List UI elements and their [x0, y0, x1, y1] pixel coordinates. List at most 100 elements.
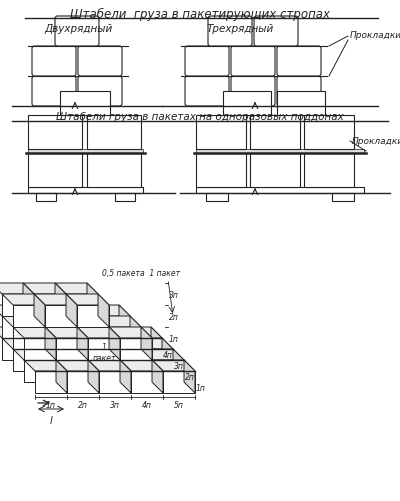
Polygon shape	[66, 295, 77, 327]
Polygon shape	[55, 306, 98, 316]
Text: 1
пакет: 1 пакет	[92, 343, 116, 362]
Polygon shape	[66, 295, 109, 306]
Bar	[196, 116, 246, 150]
Bar	[87, 116, 141, 150]
Polygon shape	[55, 306, 66, 338]
Polygon shape	[88, 360, 99, 393]
Polygon shape	[119, 327, 130, 360]
Polygon shape	[24, 360, 67, 371]
Polygon shape	[2, 295, 34, 316]
Polygon shape	[66, 316, 77, 349]
FancyBboxPatch shape	[32, 47, 76, 77]
Bar	[28, 116, 82, 150]
Text: 2п: 2п	[169, 312, 179, 321]
Polygon shape	[77, 349, 88, 382]
Bar	[87, 154, 141, 188]
Polygon shape	[98, 338, 109, 371]
Polygon shape	[67, 371, 99, 393]
Polygon shape	[34, 316, 45, 349]
Polygon shape	[66, 338, 98, 360]
Polygon shape	[77, 327, 88, 360]
Polygon shape	[119, 327, 162, 338]
Text: 5п: 5п	[174, 400, 184, 409]
Text: 3п: 3п	[110, 400, 120, 409]
Bar	[196, 188, 364, 193]
Polygon shape	[66, 295, 98, 316]
Bar	[277, 92, 325, 116]
Polygon shape	[34, 338, 66, 360]
Text: 3п: 3п	[169, 290, 179, 299]
Polygon shape	[55, 284, 98, 295]
Bar	[304, 154, 354, 188]
Polygon shape	[2, 316, 45, 327]
Polygon shape	[23, 306, 66, 316]
Text: 1п: 1п	[196, 383, 205, 392]
Polygon shape	[34, 338, 45, 371]
Text: 3п: 3п	[174, 361, 183, 370]
Polygon shape	[34, 295, 66, 316]
Polygon shape	[0, 284, 34, 295]
Polygon shape	[45, 327, 77, 349]
Polygon shape	[55, 327, 98, 338]
Text: 1п: 1п	[169, 334, 179, 343]
Text: Штабели груза в пакетах на одноразовых поддонах: Штабели груза в пакетах на одноразовых п…	[56, 112, 344, 122]
Text: Штабели  груза в пакетирующих стропах: Штабели груза в пакетирующих стропах	[70, 8, 330, 21]
Text: 2п: 2п	[184, 372, 194, 381]
Text: Прокладки: Прокладки	[350, 31, 400, 40]
Polygon shape	[2, 338, 45, 349]
Polygon shape	[88, 360, 131, 371]
Polygon shape	[77, 327, 109, 349]
Bar	[28, 188, 143, 193]
Polygon shape	[141, 327, 152, 360]
Polygon shape	[77, 327, 120, 338]
Polygon shape	[56, 360, 88, 382]
Text: 2п: 2п	[78, 400, 88, 409]
FancyBboxPatch shape	[277, 77, 321, 107]
Polygon shape	[24, 360, 56, 382]
Polygon shape	[98, 338, 141, 349]
Polygon shape	[98, 316, 109, 349]
Polygon shape	[45, 349, 77, 371]
Text: Двухрядный: Двухрядный	[44, 24, 112, 34]
Bar	[250, 116, 300, 150]
Polygon shape	[13, 327, 45, 349]
Polygon shape	[109, 327, 152, 338]
Polygon shape	[152, 360, 195, 371]
Polygon shape	[184, 360, 195, 393]
Polygon shape	[23, 284, 66, 295]
Polygon shape	[87, 327, 130, 338]
Text: 0,5 пакета  1 пакет: 0,5 пакета 1 пакет	[102, 269, 180, 278]
Text: Прокладки: Прокладки	[352, 137, 400, 146]
Polygon shape	[109, 349, 120, 382]
Bar	[28, 150, 143, 154]
Bar	[304, 116, 354, 150]
Text: 4п: 4п	[142, 400, 152, 409]
Polygon shape	[23, 327, 34, 360]
Polygon shape	[66, 338, 109, 349]
Bar	[115, 193, 135, 201]
Bar	[250, 154, 300, 188]
Polygon shape	[0, 327, 34, 338]
Bar	[196, 154, 246, 188]
Polygon shape	[120, 360, 152, 382]
Polygon shape	[13, 349, 56, 360]
Polygon shape	[87, 284, 98, 316]
FancyBboxPatch shape	[231, 77, 275, 107]
Bar	[36, 193, 56, 201]
Polygon shape	[34, 295, 77, 306]
Polygon shape	[34, 338, 77, 349]
Polygon shape	[13, 349, 45, 371]
Text: l: l	[50, 415, 52, 425]
Text: Трехрядный: Трехрядный	[206, 24, 274, 34]
Polygon shape	[120, 338, 152, 360]
Polygon shape	[152, 360, 163, 393]
Polygon shape	[87, 327, 98, 360]
Polygon shape	[77, 349, 120, 360]
Polygon shape	[34, 295, 45, 327]
Polygon shape	[55, 284, 66, 316]
Polygon shape	[109, 327, 141, 349]
Polygon shape	[2, 316, 34, 338]
Polygon shape	[34, 316, 77, 327]
Polygon shape	[77, 306, 109, 327]
FancyBboxPatch shape	[208, 17, 252, 47]
